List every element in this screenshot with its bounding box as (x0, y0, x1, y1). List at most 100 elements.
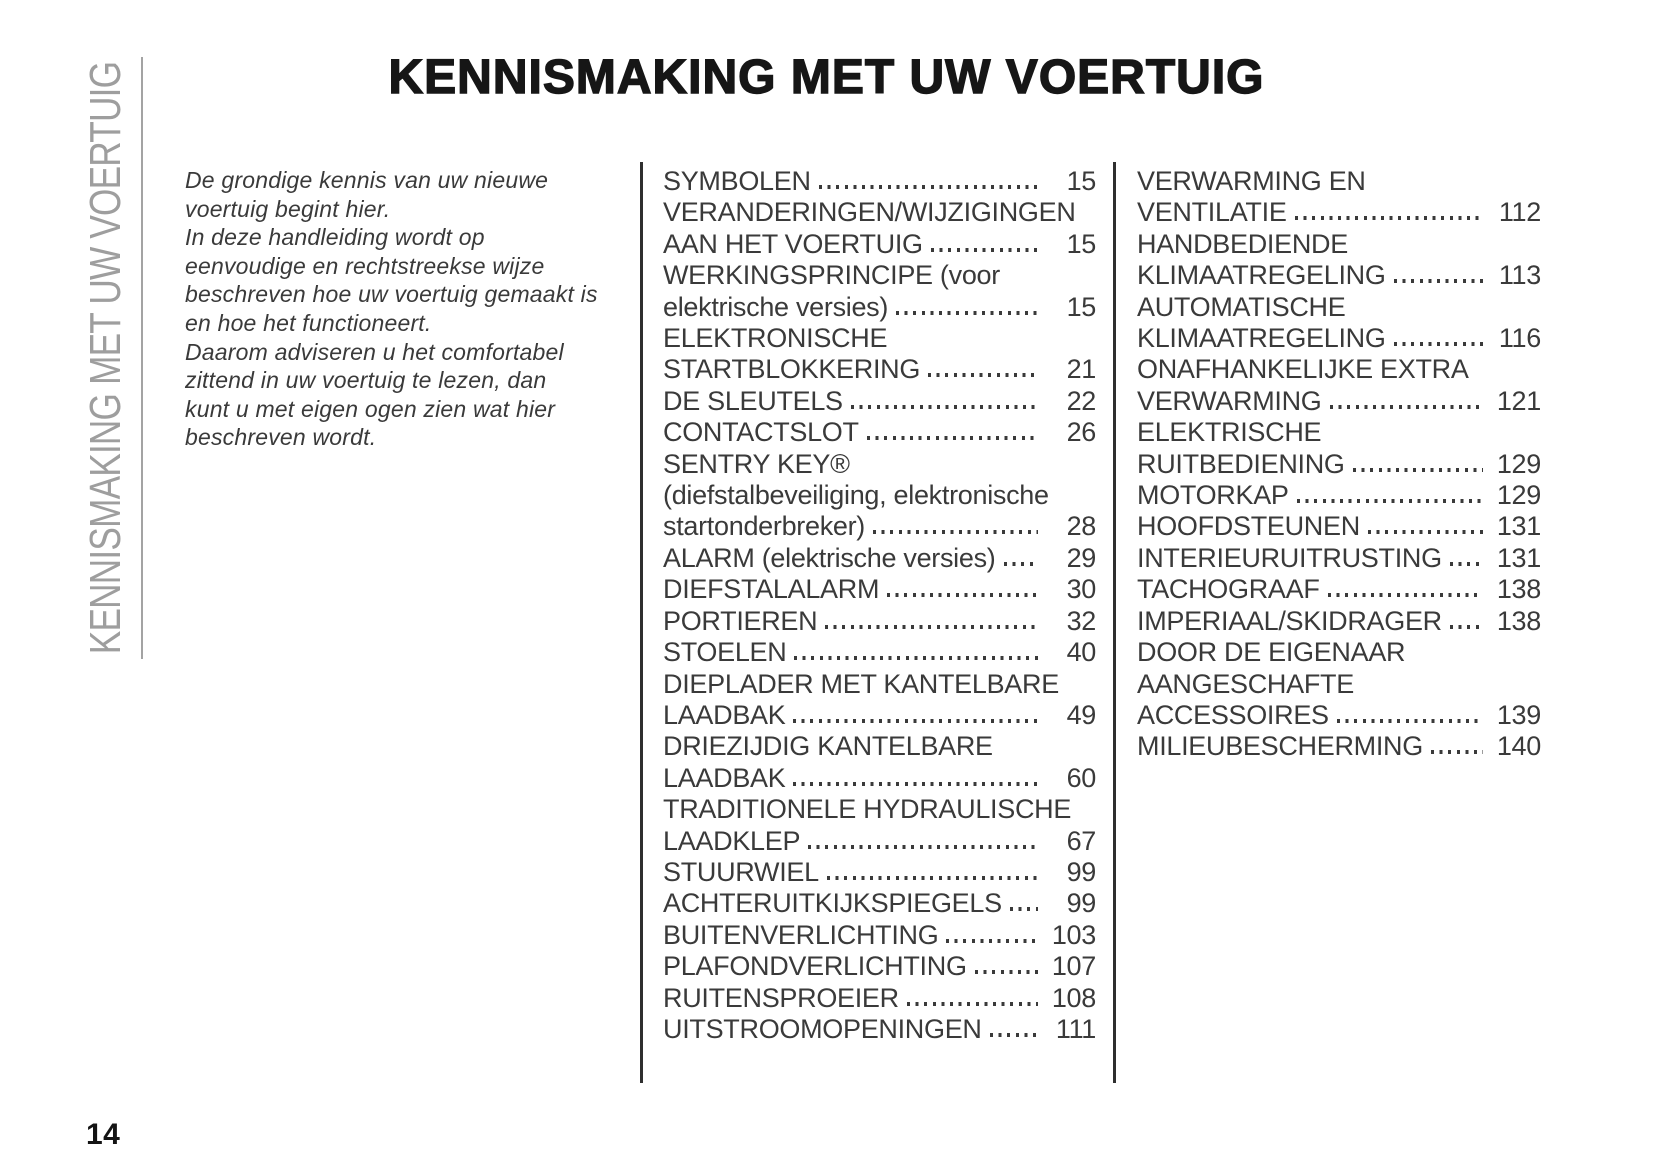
toc-page-ref: 116 (1498, 323, 1541, 354)
toc-page-ref: 112 (1498, 197, 1541, 228)
toc-entry-label: STOELEN (663, 637, 787, 668)
toc-page-ref: 22 (1066, 385, 1097, 416)
dot-leader (793, 781, 1038, 786)
intro-line: voertuig begint hier. (185, 195, 391, 222)
dot-leader (974, 970, 1038, 975)
toc-entry-label: IMPERIAAL/SKIDRAGER (1137, 605, 1442, 636)
toc-entry-line: VERANDERINGEN/WIJZIGINGEN (663, 197, 1076, 228)
toc-entry-label: ACCESSOIRES (1137, 699, 1329, 730)
dot-leader (1009, 907, 1038, 912)
toc-entry-label: ALARM (elektrische versies) (663, 542, 996, 573)
toc-page-ref: 67 (1066, 825, 1097, 856)
dot-leader (873, 530, 1038, 535)
toc-entry-line: DOOR DE EIGENAAR (1137, 637, 1406, 668)
dot-leader (1296, 499, 1483, 504)
toc-page-ref: 99 (1066, 888, 1097, 919)
toc-entry-last-line: PLAFONDVERLICHTING 107 (663, 951, 1096, 982)
toc-entry-line: AUTOMATISCHE (1137, 291, 1346, 322)
toc-entry: CONTACTSLOT 26 (663, 417, 1096, 448)
toc-entry-label: VENTILATIE (1137, 197, 1287, 228)
dot-leader (896, 310, 1038, 315)
toc-entry: STOELEN 40 (663, 637, 1096, 668)
toc-entry-last-line: CONTACTSLOT 26 (663, 417, 1096, 448)
toc-page-ref: 21 (1066, 354, 1097, 385)
intro-line: zittend in uw voertuig te lezen, dan (185, 367, 547, 394)
toc-entry: SENTRY KEY® (diefstalbeveiliging, elektro… (663, 449, 1096, 543)
toc-entry-last-line: STARTBLOKKERING 21 (663, 354, 1096, 385)
toc-entry: DE SLEUTELS 22 (663, 386, 1096, 417)
toc-entry: VERWARMING EN VENTILATIE 112 (1137, 166, 1541, 229)
dot-leader (794, 656, 1038, 661)
toc-page-ref: 139 (1496, 699, 1541, 730)
toc-entry-last-line: PORTIEREN 32 (663, 606, 1096, 637)
toc-entry: STUURWIEL 99 (663, 857, 1096, 888)
dot-leader (866, 436, 1038, 441)
toc-entry: ALARM (elektrische versies) 29 (663, 543, 1096, 574)
toc-entry-last-line: ALARM (elektrische versies) 29 (663, 543, 1096, 574)
dot-leader (887, 593, 1038, 598)
dot-leader (1430, 750, 1483, 755)
column-divider-right (1113, 162, 1116, 1083)
toc-page-ref: 129 (1496, 448, 1541, 479)
toc-entry-last-line: VERWARMING 121 (1137, 386, 1541, 417)
toc-entry-last-line: INTERIEURUITRUSTING 131 (1137, 543, 1541, 574)
intro-line: beschreven wordt. (185, 424, 377, 451)
toc-column-1: SYMBOLEN 15 VERANDERINGEN/WIJZIGINGEN AAN H… (663, 166, 1096, 1045)
toc-entry-last-line: MOTORKAP 129 (1137, 480, 1541, 511)
toc-entry-last-line: LAADBAK 49 (663, 700, 1096, 731)
toc-page-ref: 140 (1496, 731, 1541, 762)
dot-leader (946, 938, 1038, 943)
toc-entry: INTERIEURUITRUSTING 131 (1137, 543, 1541, 574)
intro-line: kunt u met eigen ogen zien wat hier (185, 395, 556, 422)
dot-leader (1327, 593, 1483, 598)
toc-entry-last-line: ACHTERUITKIJKSPIEGELS 99 (663, 888, 1096, 919)
toc-page-ref: 49 (1066, 699, 1097, 730)
toc-entry: DRIEZIJDIG KANTELBARE LAADBAK 60 (663, 731, 1096, 794)
toc-entry-last-line: RUITBEDIENING 129 (1137, 449, 1541, 480)
toc-entry: DIEFSTALALARM 30 (663, 574, 1096, 605)
toc-page-ref: 121 (1496, 385, 1541, 416)
toc-entry: TRADITIONELE HYDRAULISCHE LAADKLEP 67 (663, 794, 1096, 857)
toc-page-ref: 32 (1066, 605, 1097, 636)
toc-page-ref: 99 (1066, 856, 1097, 887)
dot-leader (1294, 216, 1483, 221)
dot-leader (1393, 342, 1483, 347)
toc-entry-label: RUITENSPROEIER (663, 982, 899, 1013)
toc-entry: VERANDERINGEN/WIJZIGINGEN AAN HET VOERTUI… (663, 197, 1096, 260)
toc-entry-label: INTERIEURUITRUSTING (1137, 542, 1442, 573)
toc-entry-line: WERKINGSPRINCIPE (voor (663, 260, 1000, 291)
toc-entry-label: elektrische versies) (663, 291, 889, 322)
toc-entry-line: HANDBEDIENDE (1137, 228, 1348, 259)
toc-page-ref: 138 (1496, 574, 1541, 605)
toc-entry-label: CONTACTSLOT (663, 417, 859, 448)
toc-entry-line: ELEKTRISCHE (1137, 417, 1322, 448)
toc-entry-last-line: TACHOGRAAF 138 (1137, 574, 1541, 605)
toc-page-ref: 26 (1066, 417, 1097, 448)
toc-entry-last-line: MILIEUBESCHERMING 140 (1137, 731, 1541, 762)
toc-entry-label: TACHOGRAAF (1137, 574, 1320, 605)
toc-page-ref: 15 (1066, 166, 1097, 196)
toc-entry: ONAFHANKELIJKE EXTRA VERWARMING 121 (1137, 354, 1541, 417)
toc-page-ref: 129 (1496, 480, 1541, 511)
toc-entry: DOOR DE EIGENAAR AANGESCHAFTE ACCESSOIRES 1… (1137, 637, 1541, 731)
dot-leader (928, 373, 1038, 378)
toc-page-ref: 138 (1496, 605, 1541, 636)
intro-line: In deze handleiding wordt op (185, 224, 485, 251)
dot-leader (1352, 467, 1483, 472)
toc-entry-last-line: LAADKLEP 67 (663, 826, 1096, 857)
dot-leader (1367, 530, 1483, 535)
toc-entry-label: LAADKLEP (663, 825, 801, 856)
toc-entry-label: DE SLEUTELS (663, 385, 843, 416)
toc-page-ref: 30 (1066, 574, 1097, 605)
sidebar-vertical-label: KENNISMAKING MET UW VOERTUIG (81, 61, 130, 655)
toc-entry: HANDBEDIENDE KLIMAATREGELING 113 (1137, 229, 1541, 292)
toc-page-ref: 28 (1066, 511, 1097, 542)
toc-page-ref: 40 (1066, 637, 1097, 668)
intro-line: Daarom adviseren u het comfortabel (185, 338, 564, 365)
toc-entry-label: AAN HET VOERTUIG (663, 228, 923, 259)
toc-entry: ACHTERUITKIJKSPIEGELS 99 (663, 888, 1096, 919)
toc-entry: SYMBOLEN 15 (663, 166, 1096, 197)
toc-entry-last-line: KLIMAATREGELING 116 (1137, 323, 1541, 354)
toc-entry-line: ONAFHANKELIJKE EXTRA (1137, 354, 1469, 385)
